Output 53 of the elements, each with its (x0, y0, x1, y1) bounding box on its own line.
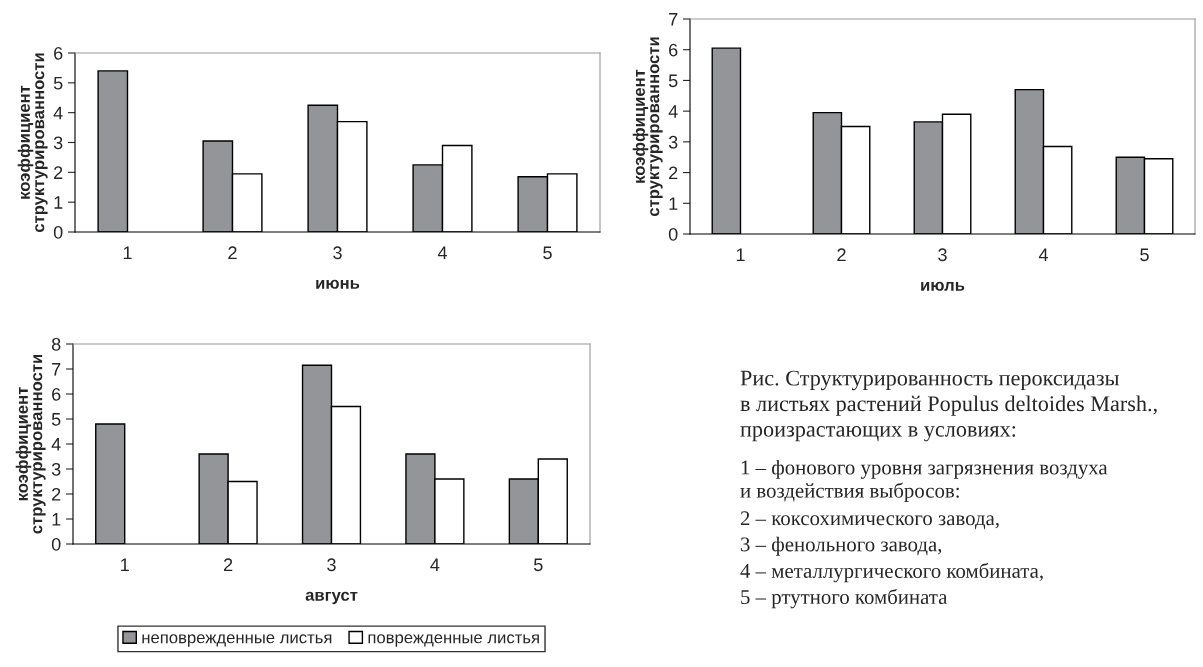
y-tick-label: 0 (668, 227, 678, 241)
y-axis-title: коэффициент структурированности (15, 354, 46, 534)
y-tick-label: 5 (53, 76, 63, 90)
y-tick-label: 3 (53, 136, 63, 150)
y-tick-label: 1 (52, 513, 61, 526)
x-tick-label: 3 (327, 558, 336, 572)
text: 5 – ртутного комбината (741, 588, 948, 609)
x-axis-title: июль (921, 281, 965, 291)
y-axis-title: коэффициент структурированности (632, 37, 663, 217)
legend-label: поврежденные листья (368, 634, 539, 647)
x-tick-label: 1 (121, 558, 129, 571)
x-axis-title: июнь (316, 279, 360, 289)
text: 1 – фонового уровня загрязнения воздуха и воздействия выбросов: (740, 459, 1108, 502)
text: Рис. Структурированность пероксидазы в листьях растений Populus deltoides Marsh., произрастающих в условиях: (740, 370, 1157, 442)
legend-label: неповрежденные листья (142, 634, 332, 647)
text: 4 – металлургического комбината, (740, 562, 1043, 583)
y-tick-label: 3 (51, 462, 61, 476)
x-tick-label: 4 (430, 558, 440, 571)
x-tick-label: 2 (228, 246, 237, 259)
x-axis-title: август (305, 591, 358, 605)
y-tick-label: 0 (51, 537, 61, 551)
x-tick-label: 4 (1038, 248, 1048, 261)
x-tick-label: 3 (938, 248, 947, 262)
y-tick-label: 2 (54, 166, 63, 179)
y-axis-title: коэффициент структурированности (17, 53, 48, 233)
x-tick-label: 1 (736, 248, 745, 261)
y-tick-label: 4 (53, 106, 63, 120)
x-tick-label: 5 (1140, 248, 1149, 262)
y-tick-label: 6 (54, 46, 63, 60)
y-tick-label: 1 (54, 196, 63, 209)
y-tick-label: 8 (51, 337, 61, 351)
y-tick-label: 4 (668, 105, 678, 118)
y-tick-label: 5 (668, 74, 678, 88)
y-tick-label: 6 (52, 387, 61, 401)
y-tick-label: 6 (669, 43, 678, 57)
y-tick-label: 1 (669, 197, 678, 210)
y-tick-label: 4 (51, 438, 61, 451)
x-tick-label: 4 (437, 246, 447, 259)
text: 3 – фенольного завода, (741, 536, 942, 556)
y-tick-label: 3 (668, 135, 678, 149)
y-tick-label: 2 (669, 166, 678, 180)
x-tick-label: 2 (223, 558, 233, 571)
x-tick-label: 5 (534, 558, 543, 572)
y-tick-label: 0 (53, 225, 63, 239)
x-tick-label: 2 (837, 248, 846, 261)
x-tick-label: 5 (543, 246, 552, 260)
text: 2 – коксохимического завода, (740, 511, 999, 530)
y-tick-label: 2 (52, 487, 61, 501)
x-tick-label: 3 (333, 246, 342, 260)
y-tick-label: 7 (669, 13, 678, 26)
y-tick-label: 5 (51, 413, 61, 426)
y-tick-label: 7 (52, 363, 61, 376)
x-tick-label: 1 (123, 246, 132, 259)
